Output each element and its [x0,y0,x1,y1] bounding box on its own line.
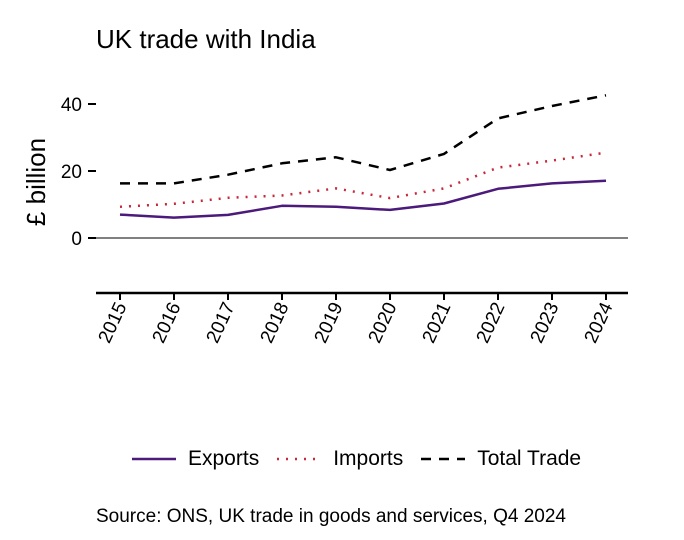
chart-title: UK trade with India [96,24,316,54]
y-tick-label: 20 [61,162,82,183]
legend: Exports Imports Total Trade [132,444,599,474]
series-line-total-trade [120,94,607,185]
legend-swatch-exports [132,457,176,461]
x-tick-label: 2020 [365,299,402,346]
x-tick-label: 2022 [473,299,510,346]
y-tick-label: 40 [61,95,82,116]
legend-label-imports: Imports [333,447,404,470]
x-tick-label: 2015 [95,299,132,346]
y-tick-label: 0 [71,229,82,250]
series-line-exports [119,179,607,219]
legend-item-imports: Imports [277,447,403,471]
legend-swatch-total-trade [421,457,466,461]
x-tick-label: 2016 [149,299,186,346]
source-note: Source: ONS, UK trade in goods and servi… [96,506,566,527]
x-tick-label: 2019 [311,299,348,346]
line-chart: £ billion 0 20 40 2015 2016 2017 2018 2019 2020… [21,94,628,347]
legend-label-total-trade: Total Trade [477,447,582,470]
x-tick-label: 2017 [203,299,240,346]
x-tick-label: 2021 [419,299,456,346]
x-tick-label: 2024 [581,299,618,347]
x-tick-label: 2018 [257,299,294,346]
x-tick-label: 2023 [527,299,564,346]
legend-item-exports: Exports [132,447,259,471]
series-line-imports [119,151,607,209]
y-axis-title: £ billion [21,138,51,226]
legend-swatch-imports [277,457,322,461]
legend-item-total-trade: Total Trade [421,447,581,471]
legend-label-exports: Exports [188,447,260,470]
